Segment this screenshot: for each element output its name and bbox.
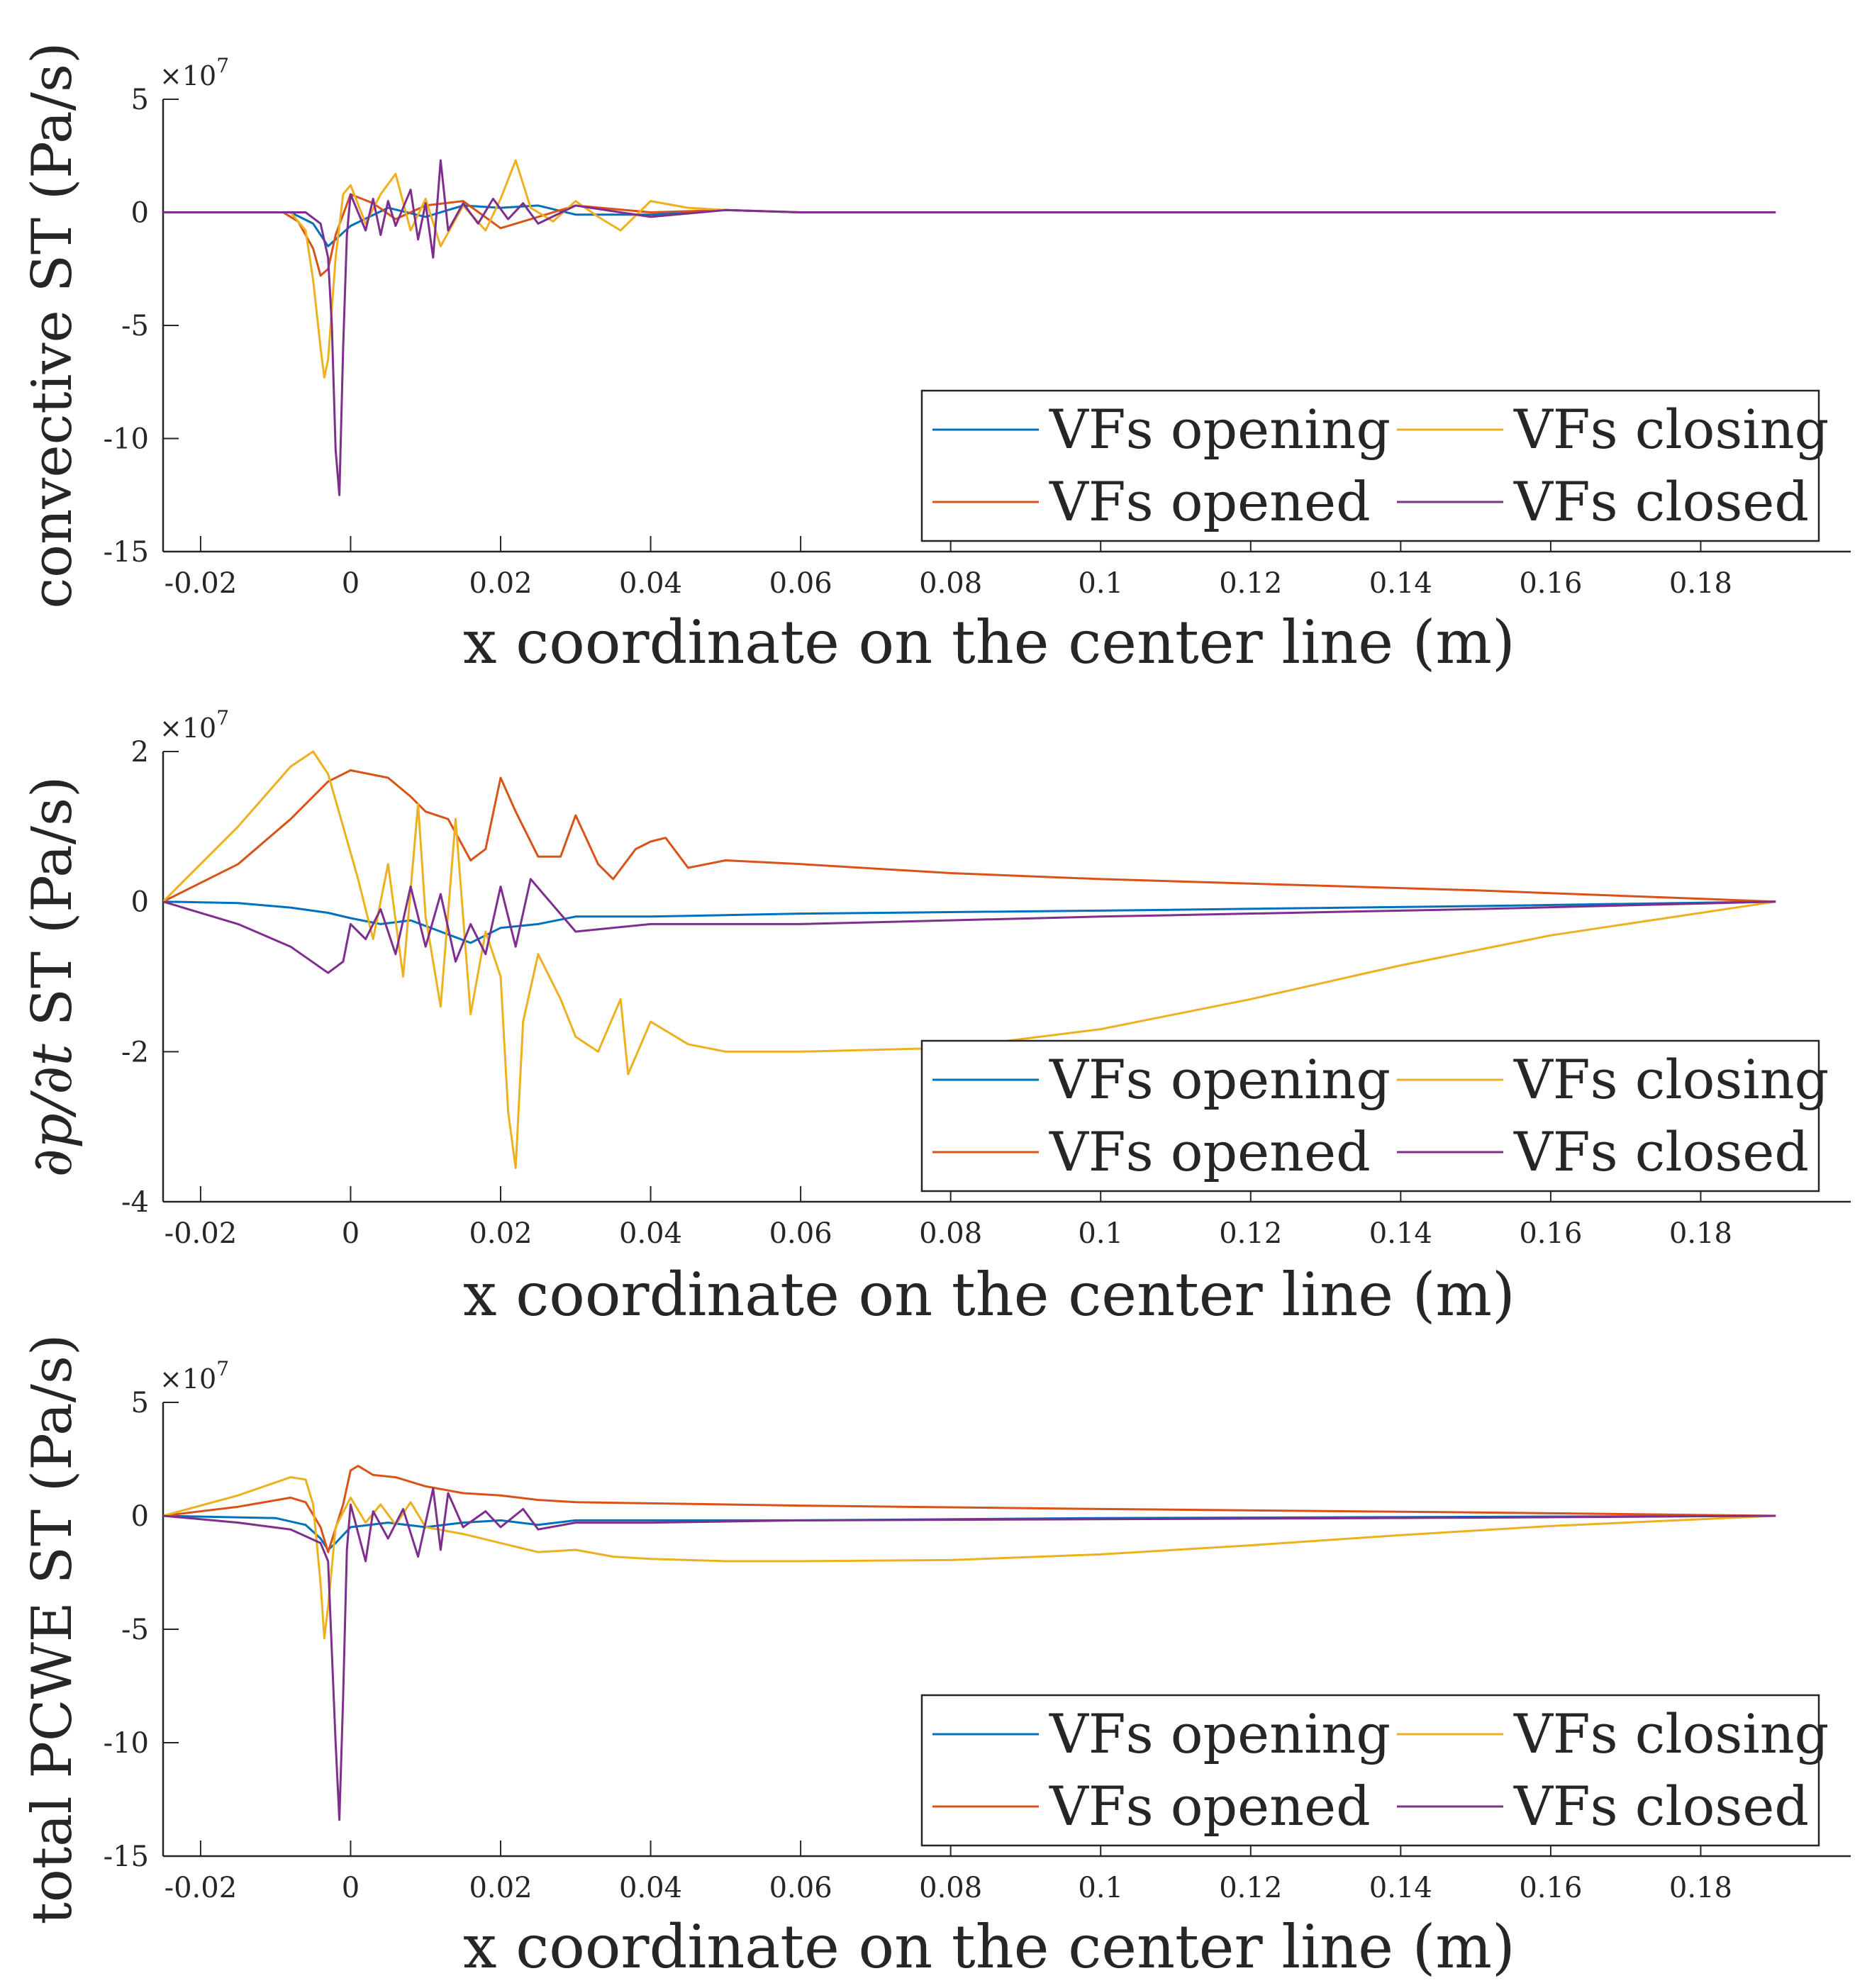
legend-label: VFs opened [1049, 1120, 1371, 1183]
series-line-vfs-opened [163, 193, 1776, 277]
x-tick-label: 0.08 [919, 1217, 982, 1250]
x-tick-label: 0.08 [919, 567, 982, 600]
legend-label: VFs opening [1049, 1702, 1391, 1765]
x-tick-label: 0.04 [619, 567, 682, 600]
x-tick-label: 0.1 [1078, 1872, 1123, 1904]
legend-box [920, 389, 1820, 542]
legend-label: VFs opened [1049, 1775, 1371, 1838]
exponent-base: ×10 [160, 713, 216, 744]
legend-label: VFs closed [1513, 1120, 1809, 1183]
legend-label: VFs closing [1513, 398, 1829, 461]
y-tick-label: 0 [131, 197, 149, 230]
x-tick-label: 0.16 [1519, 1217, 1582, 1250]
x-tick-label: 0.1 [1078, 1217, 1123, 1250]
exponent-power: 7 [216, 706, 229, 730]
legend-box [920, 1694, 1820, 1847]
x-tick-label: 0.1 [1078, 567, 1123, 600]
x-tick-label: 0.02 [469, 1872, 532, 1904]
x-tick-label: 0.02 [469, 1217, 532, 1250]
x-tick-label: 0 [342, 567, 360, 600]
legend: VFs opening VFs opened VFs closing VFs clos… [920, 389, 1829, 542]
exponent-base: ×10 [160, 60, 216, 91]
x-tick-label: 0.14 [1369, 1872, 1432, 1904]
y-axis-label-text: ST (Pa/s) [21, 776, 84, 1044]
y-tick-label: -4 [121, 1186, 149, 1219]
series-line-vfs-closed [163, 1487, 1776, 1821]
exponent-label: ×107 [160, 706, 229, 744]
chart-panel-2: -0.02 0 0.02 0.04 0.06 0.08 0.1 0.12 0.14 0.16 0.1… [21, 706, 1851, 1329]
series-line-vfs-closing [163, 1476, 1776, 1640]
y-tick-label: -10 [104, 423, 149, 456]
y-tick-label: 0 [131, 886, 149, 919]
legend-label: VFs closing [1513, 1702, 1829, 1765]
legend: VFs opening VFs opened VFs closing VFs clos… [920, 1039, 1829, 1193]
legend-label: VFs closing [1513, 1048, 1829, 1111]
x-tick-label: 0.02 [469, 567, 532, 600]
x-tick-label: 0.16 [1519, 1872, 1582, 1904]
x-tick-label: 0.12 [1219, 1872, 1282, 1904]
x-axis-label: x coordinate on the center line (m) [463, 1912, 1515, 1982]
y-axis-label-math: ∂p/∂t [21, 1044, 84, 1178]
y-tick-label: 2 [131, 736, 149, 769]
y-tick-label: -2 [121, 1036, 149, 1068]
x-tick-label: 0.06 [769, 1217, 832, 1250]
x-tick-label: 0.12 [1219, 567, 1282, 600]
x-tick-label: -0.02 [165, 567, 238, 600]
y-axis-label: ∂p/∂t ST (Pa/s) [21, 776, 84, 1178]
x-axis-label: x coordinate on the center line (m) [463, 1260, 1515, 1329]
series-line-vfs-closing [163, 159, 1776, 379]
y-tick-label: 0 [131, 1500, 149, 1533]
y-tick-label: -10 [104, 1727, 149, 1760]
x-tick-label: 0.06 [769, 1872, 832, 1904]
y-tick-label: -15 [104, 536, 149, 569]
legend: VFs opening VFs opened VFs closing VFs clos… [920, 1694, 1829, 1847]
exponent-label: ×107 [160, 1357, 229, 1395]
x-tick-label: 0.14 [1369, 567, 1432, 600]
x-tick-label: -0.02 [165, 1872, 238, 1904]
x-tick-label: 0.06 [769, 567, 832, 600]
y-tick-label: -15 [104, 1841, 149, 1873]
y-tick-label: 5 [131, 1387, 149, 1419]
exponent-power: 7 [216, 54, 229, 77]
exponent-base: ×10 [160, 1363, 216, 1395]
x-tick-label: -0.02 [165, 1217, 238, 1250]
series-line-vfs-opened [163, 769, 1776, 903]
x-tick-label: 0.16 [1519, 567, 1582, 600]
series-line-vfs-opening [163, 1514, 1776, 1551]
y-tick-label: -5 [121, 1614, 149, 1646]
x-tick-label: 0.04 [619, 1872, 682, 1904]
exponent-power: 7 [216, 1357, 229, 1380]
legend-label: VFs opened [1049, 470, 1371, 533]
x-tick-label: 0.18 [1669, 1872, 1732, 1904]
series-line-vfs-closed [163, 878, 1776, 974]
legend-box [920, 1039, 1820, 1193]
x-tick-label: 0.12 [1219, 1217, 1282, 1250]
exponent-label: ×107 [160, 54, 229, 91]
legend-label: VFs opening [1049, 398, 1391, 461]
x-tick-label: 0.18 [1669, 567, 1732, 600]
legend-label: VFs closed [1513, 1775, 1809, 1838]
legend-label: VFs closed [1513, 470, 1809, 533]
y-tick-label: 5 [131, 84, 149, 116]
y-tick-label: -5 [121, 310, 149, 342]
y-axis-label: total PCWE ST (Pa/s) [21, 1334, 84, 1925]
x-tick-label: 0 [342, 1217, 360, 1250]
chart-panel-1: -0.02 0 0.02 0.04 0.06 0.08 0.1 0.12 0.14 0.16 0.1… [21, 42, 1851, 677]
x-tick-label: 0.08 [919, 1872, 982, 1904]
series-line-vfs-closed [163, 159, 1776, 496]
chart-panel-3: -0.02 0 0.02 0.04 0.06 0.08 0.1 0.12 0.14 0.16 0.1… [21, 1334, 1851, 1982]
y-axis-label: convective ST (Pa/s) [21, 42, 84, 608]
x-tick-label: 0.18 [1669, 1217, 1732, 1250]
series-line-vfs-opening [163, 900, 1776, 944]
x-tick-label: 0.14 [1369, 1217, 1432, 1250]
x-axis-label: x coordinate on the center line (m) [463, 608, 1515, 677]
x-tick-label: 0.04 [619, 1217, 682, 1250]
legend-label: VFs opening [1049, 1048, 1391, 1111]
series-line-vfs-opening [163, 204, 1776, 247]
x-tick-label: 0 [342, 1872, 360, 1904]
series-line-vfs-closing [163, 750, 1776, 1169]
